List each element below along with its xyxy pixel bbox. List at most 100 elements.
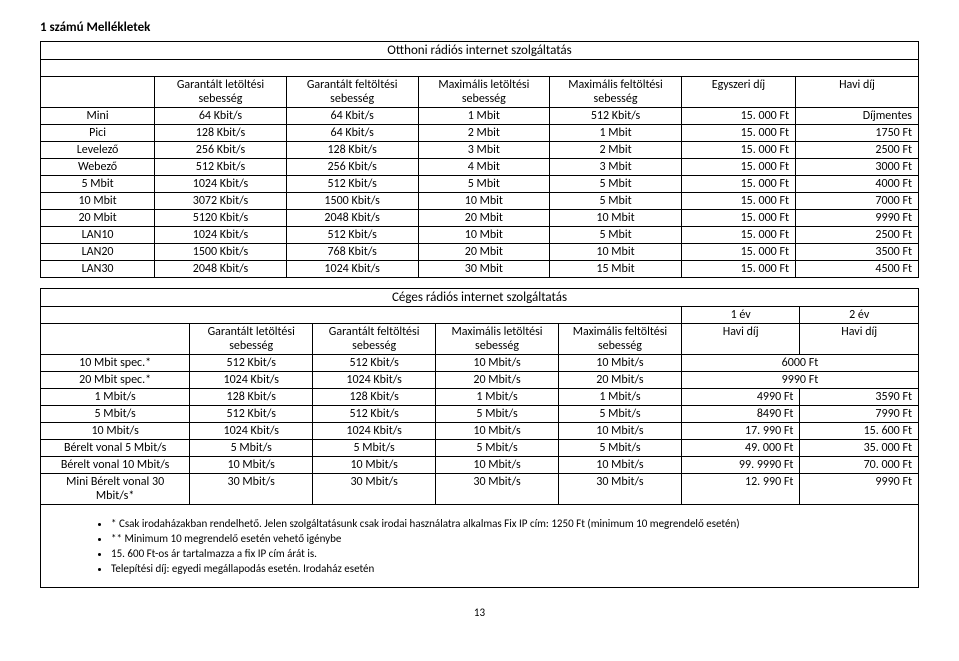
table-cell: Pici <box>41 125 155 142</box>
table-cell: 512 Kbit/s <box>190 406 313 423</box>
table-row: 5 Mbit/s512 Kbit/s512 Kbit/s5 Mbit/s5 Mb… <box>41 406 919 423</box>
table-cell: 5 Mbit <box>418 176 550 193</box>
table1-spacer <box>41 60 919 77</box>
table-cell: 512 Kbit/s <box>190 355 313 372</box>
table1-title: Otthoni rádiós internet szolgáltatás <box>41 42 919 60</box>
table-cell: 9990 Ft <box>681 372 918 389</box>
table-cell: 30 Mbit/s <box>558 474 681 505</box>
table-cell: 30 Mbit <box>418 261 550 278</box>
table-cell: 6000 Ft <box>681 355 918 372</box>
table-cell: 1750 Ft <box>796 125 919 142</box>
table-cell: 5 Mbit/s <box>190 440 313 457</box>
table-cell: 2 Mbit <box>418 125 550 142</box>
table-cell: 5 Mbit <box>550 176 682 193</box>
table-cell: 1024 Kbit/s <box>313 372 436 389</box>
table-cell: 15. 000 Ft <box>681 210 795 227</box>
doc-title: 1 számú Mellékletek <box>40 20 919 35</box>
table2-title: Céges rádiós internet szolgáltatás <box>41 289 919 307</box>
table-cell: 10 Mbit spec.* <box>41 355 190 372</box>
table-cell: 3072 Kbit/s <box>155 193 287 210</box>
table-cell: 2048 Kbit/s <box>155 261 287 278</box>
table-cell: 128 Kbit/s <box>190 389 313 406</box>
table-cell: 70. 000 Ft <box>800 457 919 474</box>
t1-h4: Maximális feltöltési sebesség <box>550 77 682 108</box>
table-cell: 35. 000 Ft <box>800 440 919 457</box>
table-row: 1 Mbit/s128 Kbit/s128 Kbit/s1 Mbit/s1 Mb… <box>41 389 919 406</box>
table-cell: 2 Mbit <box>550 142 682 159</box>
table-cell: LAN20 <box>41 244 155 261</box>
t2-h5: Havi díj <box>681 324 800 355</box>
table-cell: 12. 990 Ft <box>681 474 800 505</box>
table-cell: Webező <box>41 159 155 176</box>
table-row: 20 Mbit5120 Kbit/s2048 Kbit/s20 Mbit10 M… <box>41 210 919 227</box>
table-cell: 15. 000 Ft <box>681 244 795 261</box>
table-cell: 10 Mbit <box>41 193 155 210</box>
table-cell: 256 Kbit/s <box>286 159 418 176</box>
table-cell: 15. 600 Ft <box>800 423 919 440</box>
table-cell: 3500 Ft <box>796 244 919 261</box>
table-row: Levelező256 Kbit/s128 Kbit/s3 Mbit2 Mbit… <box>41 142 919 159</box>
table1-header-row: Garantált letöltési sebesség Garantált f… <box>41 77 919 108</box>
table-cell: 3 Mbit <box>550 159 682 176</box>
table-cell: 4000 Ft <box>796 176 919 193</box>
table-cell: 15 Mbit <box>550 261 682 278</box>
t2-h4: Maximális feltöltési sebesség <box>558 324 681 355</box>
table-cell: 1024 Kbit/s <box>190 423 313 440</box>
t2-year2: 2 év <box>800 307 919 324</box>
table-cell: 64 Kbit/s <box>286 125 418 142</box>
table-cell: 3590 Ft <box>800 389 919 406</box>
business-internet-table: Céges rádiós internet szolgáltatás 1 év … <box>40 288 919 588</box>
table-row: Webező512 Kbit/s256 Kbit/s4 Mbit3 Mbit15… <box>41 159 919 176</box>
table-cell: 20 Mbit/s <box>436 372 559 389</box>
t1-h5: Egyszeri díj <box>681 77 795 108</box>
table-cell: 15. 000 Ft <box>681 125 795 142</box>
table-cell: 1 Mbit <box>550 125 682 142</box>
table-cell: Bérelt vonal 10 Mbit/s <box>41 457 190 474</box>
table-cell: 9990 Ft <box>796 210 919 227</box>
table2-notes-list: * Csak irodaházakban rendelhető. Jelen s… <box>71 517 912 575</box>
table-cell: 10 Mbit/s <box>190 457 313 474</box>
table-cell: 7990 Ft <box>800 406 919 423</box>
table-cell: 512 Kbit/s <box>313 406 436 423</box>
table-cell: 512 Kbit/s <box>155 159 287 176</box>
table-cell: 5 Mbit/s <box>558 440 681 457</box>
table-cell: 128 Kbit/s <box>155 125 287 142</box>
note-item: * Csak irodaházakban rendelhető. Jelen s… <box>111 517 912 530</box>
table-cell: 10 Mbit/s <box>436 423 559 440</box>
table-cell: 15. 000 Ft <box>681 261 795 278</box>
table-cell: 512 Kbit/s <box>313 355 436 372</box>
table2-notes-row: * Csak irodaházakban rendelhető. Jelen s… <box>41 505 919 588</box>
t2-h3: Maximális letöltési sebesség <box>436 324 559 355</box>
table-cell: 3 Mbit <box>418 142 550 159</box>
table-cell: 99. 9990 Ft <box>681 457 800 474</box>
table-cell: Díjmentes <box>796 108 919 125</box>
table-cell: 15. 000 Ft <box>681 108 795 125</box>
table-cell: 2048 Kbit/s <box>286 210 418 227</box>
table-cell: 512 Kbit/s <box>286 227 418 244</box>
table-cell: 10 Mbit/s <box>313 457 436 474</box>
table-cell: LAN30 <box>41 261 155 278</box>
note-item: 15. 600 Ft-os ár tartalmazza a fix IP cí… <box>111 547 912 560</box>
table-row: Mini64 Kbit/s64 Kbit/s1 Mbit512 Kbit/s15… <box>41 108 919 125</box>
table-cell: Levelező <box>41 142 155 159</box>
table-cell: 15. 000 Ft <box>681 176 795 193</box>
table-cell: 15. 000 Ft <box>681 193 795 210</box>
table-row: 10 Mbit/s1024 Kbit/s1024 Kbit/s10 Mbit/s… <box>41 423 919 440</box>
t2-h1: Garantált letöltési sebesség <box>190 324 313 355</box>
table-cell: 1 Mbit/s <box>436 389 559 406</box>
table-cell: 20 Mbit/s <box>558 372 681 389</box>
table-cell: 1 Mbit/s <box>41 389 190 406</box>
table-cell: 64 Kbit/s <box>155 108 287 125</box>
t1-h6: Havi díj <box>796 77 919 108</box>
table-cell: Mini Bérelt vonal 30 Mbit/s* <box>41 474 190 505</box>
table-row: Bérelt vonal 5 Mbit/s5 Mbit/s5 Mbit/s5 M… <box>41 440 919 457</box>
table-cell: 10 Mbit <box>418 193 550 210</box>
table-cell: Mini <box>41 108 155 125</box>
table-cell: 1024 Kbit/s <box>286 261 418 278</box>
table-cell: 5 Mbit <box>41 176 155 193</box>
table-cell: 30 Mbit/s <box>313 474 436 505</box>
t1-h3: Maximális letöltési sebesség <box>418 77 550 108</box>
table-cell: 15. 000 Ft <box>681 227 795 244</box>
table-cell: 1 Mbit <box>418 108 550 125</box>
table-row: LAN201500 Kbit/s768 Kbit/s20 Mbit10 Mbit… <box>41 244 919 261</box>
